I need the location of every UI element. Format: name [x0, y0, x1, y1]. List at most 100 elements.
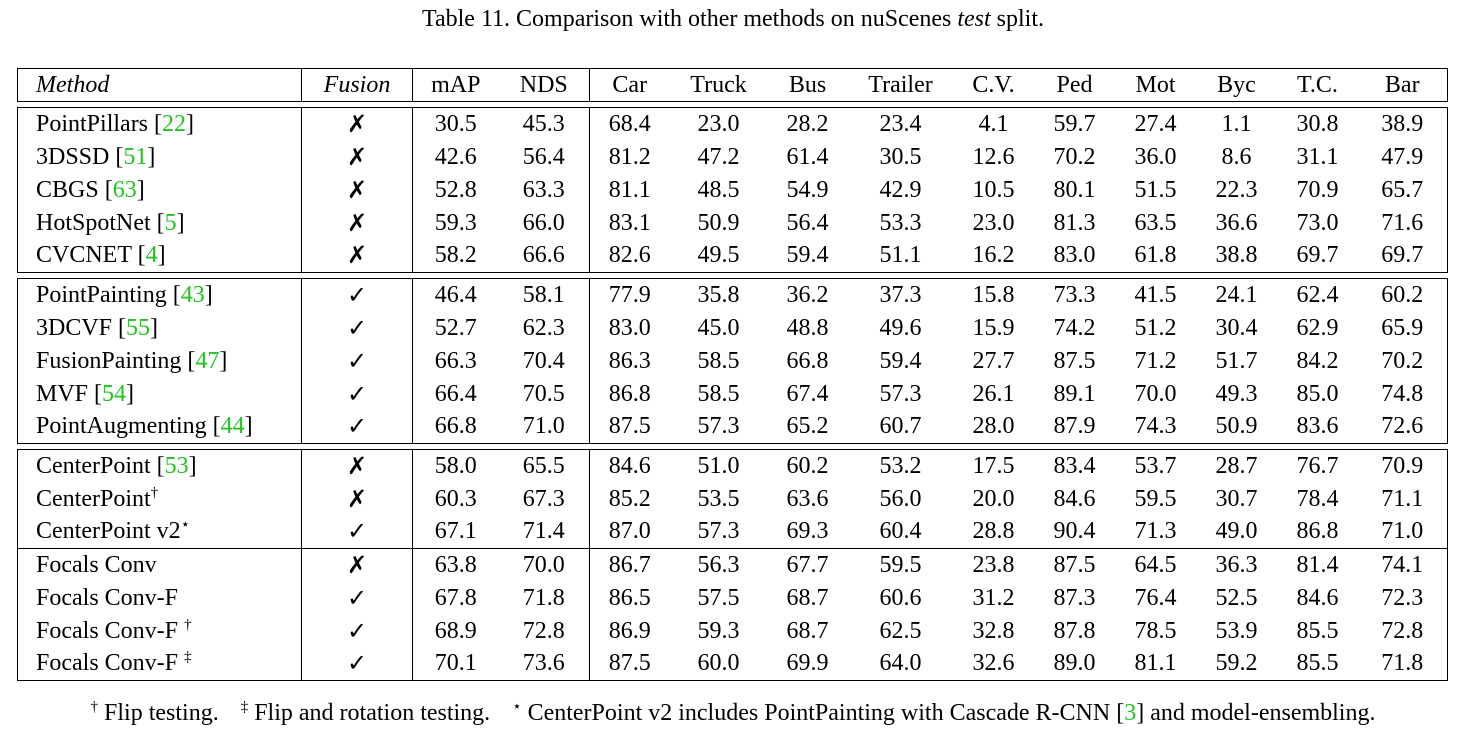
value-cell: 70.0 [1134, 380, 1177, 407]
value-cell: 49.0 [1195, 515, 1278, 549]
method-cell: PointPainting [43] [17, 278, 302, 312]
value-cell: 60.2 [767, 449, 848, 483]
citation-link[interactable]: 43 [180, 281, 205, 308]
value-cell: 86.3 [608, 347, 651, 374]
citation-link[interactable]: 53 [164, 452, 189, 479]
value-cell: 67.1 [412, 515, 499, 549]
table-row: Focals Conv-F ‡ ✓ 70.1 73.6 87.5 60.0 69.9 64.0… [17, 647, 1448, 681]
value-cell: 64.0 [847, 647, 954, 681]
value-cell: 30.4 [1215, 314, 1258, 341]
citation-link[interactable]: 4 [145, 242, 158, 269]
value-cell: 86.9 [608, 617, 651, 644]
value-cell: 36.0 [1134, 143, 1177, 170]
check-icon: ✓ [301, 515, 413, 549]
star-symbol: ⋆ [512, 699, 522, 715]
cross-icon: ✗ [301, 548, 413, 582]
value-cell: 15.9 [972, 314, 1015, 341]
column-header: Method [17, 68, 302, 102]
value-cell: 70.2 [1053, 143, 1096, 170]
value-cell: 90.4 [1033, 515, 1116, 549]
method-cell: HotSpotNet [5] [17, 206, 302, 240]
value-cell: 72.3 [1357, 581, 1448, 615]
method-cell: Focals Conv-F † [17, 614, 302, 648]
value-cell: 69.3 [767, 515, 848, 549]
value-cell: 59.7 [1033, 107, 1116, 141]
value-cell: 30.5 [412, 107, 499, 141]
footnote: † Flip testing. ‡ Flip and rotation testi… [0, 698, 1466, 728]
value-cell: 71.6 [1357, 206, 1448, 240]
method-group: PointPainting [43] ✓ 46.4 58.1 77.9 35.8 36.2 3… [17, 278, 1448, 444]
value-cell: 87.5 [1053, 347, 1096, 374]
value-cell: 71.2 [1134, 347, 1177, 374]
table-row: PointPillars [22] ✗ 30.5 45.3 68.4 23.0 28.2 23… [17, 107, 1448, 141]
value-cell: 15.8 [953, 278, 1034, 312]
method-cell: 3DSSD [51] [17, 140, 302, 174]
value-cell: 67.7 [767, 548, 848, 582]
value-cell: 57.3 [669, 410, 768, 444]
dagger-symbol: † [90, 699, 99, 715]
value-cell: 64.5 [1115, 548, 1196, 582]
value-cell: 81.3 [1053, 209, 1096, 236]
value-cell: 28.7 [1195, 449, 1278, 483]
citation-link[interactable]: 47 [195, 347, 220, 374]
value-cell: 76.4 [1134, 584, 1177, 611]
method-cell: Focals Conv-F [17, 581, 302, 615]
method-group: PointPillars [22] ✗ 30.5 45.3 68.4 23.0 28.2 23… [17, 107, 1448, 273]
value-cell: 60.7 [847, 410, 954, 444]
table-row: PointAugmenting [44] ✓ 66.8 71.0 87.5 57.3 65.… [17, 410, 1448, 444]
citation-link[interactable]: 22 [162, 110, 187, 137]
value-cell: 87.0 [589, 515, 670, 549]
value-cell: 53.9 [1215, 617, 1258, 644]
value-cell: 68.7 [786, 584, 829, 611]
method-name: PointPainting [36, 281, 167, 308]
check-icon: ✓ [301, 311, 413, 345]
value-cell: 36.6 [1215, 209, 1258, 236]
method-cell: CVCNET [4] [17, 239, 302, 273]
method-name: Focals Conv-F [36, 617, 185, 644]
method-cell: MVF [54] [17, 377, 302, 411]
citation-link[interactable]: 55 [126, 314, 151, 341]
value-cell: 60.6 [879, 584, 922, 611]
table-row: MVF [54] ✓ 66.4 70.5 86.8 58.5 67.4 57.3 26.1 89.… [17, 377, 1448, 411]
value-cell: 67.3 [498, 482, 590, 516]
value-cell: 69.7 [1277, 239, 1358, 273]
star-note-citation[interactable]: 3 [1124, 700, 1137, 726]
value-cell: 23.8 [953, 548, 1034, 582]
value-cell: 71.0 [1357, 515, 1448, 549]
value-cell: 66.0 [498, 206, 590, 240]
method-name: Focals Conv-F [36, 584, 179, 611]
value-cell: 87.3 [1053, 584, 1096, 611]
value-cell: 69.7 [1357, 239, 1448, 273]
value-cell: 62.3 [498, 311, 590, 345]
value-cell: 58.0 [412, 449, 499, 483]
citation-link[interactable]: 5 [164, 209, 177, 236]
value-cell: 60.4 [847, 515, 954, 549]
value-cell: 38.8 [1195, 239, 1278, 273]
value-cell: 62.5 [879, 617, 922, 644]
value-cell: 30.7 [1215, 485, 1258, 512]
value-cell: 72.8 [498, 614, 590, 648]
citation-link[interactable]: 44 [220, 413, 245, 440]
value-cell: 68.9 [434, 617, 477, 644]
method-group: Focals Conv ✗ 63.8 70.0 86.7 56.3 67.7 59.5 23.8… [17, 548, 1448, 681]
value-cell: 67.8 [434, 584, 477, 611]
value-cell: 81.4 [1277, 548, 1358, 582]
method-name: MVF [36, 380, 89, 407]
value-cell: 70.1 [412, 647, 499, 681]
value-cell: 56.0 [879, 485, 922, 512]
value-cell: 85.5 [1296, 617, 1339, 644]
column-header: Fusion [301, 68, 413, 102]
value-cell: 70.0 [498, 548, 590, 582]
value-cell: 89.1 [1053, 380, 1096, 407]
value-cell: 12.6 [972, 143, 1015, 170]
table-row: HotSpotNet [5] ✗ 59.3 66.0 83.1 50.9 56.4 53.3 2… [17, 206, 1448, 240]
value-cell: 59.5 [1134, 485, 1177, 512]
citation-link[interactable]: 51 [123, 143, 148, 170]
citation-link[interactable]: 63 [112, 176, 137, 203]
value-cell: 41.5 [1115, 278, 1196, 312]
citation-link[interactable]: 54 [102, 380, 127, 407]
value-cell: 36.3 [1195, 548, 1278, 582]
value-cell: 60.3 [434, 485, 477, 512]
value-cell: 85.5 [1277, 647, 1358, 681]
value-cell: 51.7 [1215, 347, 1258, 374]
